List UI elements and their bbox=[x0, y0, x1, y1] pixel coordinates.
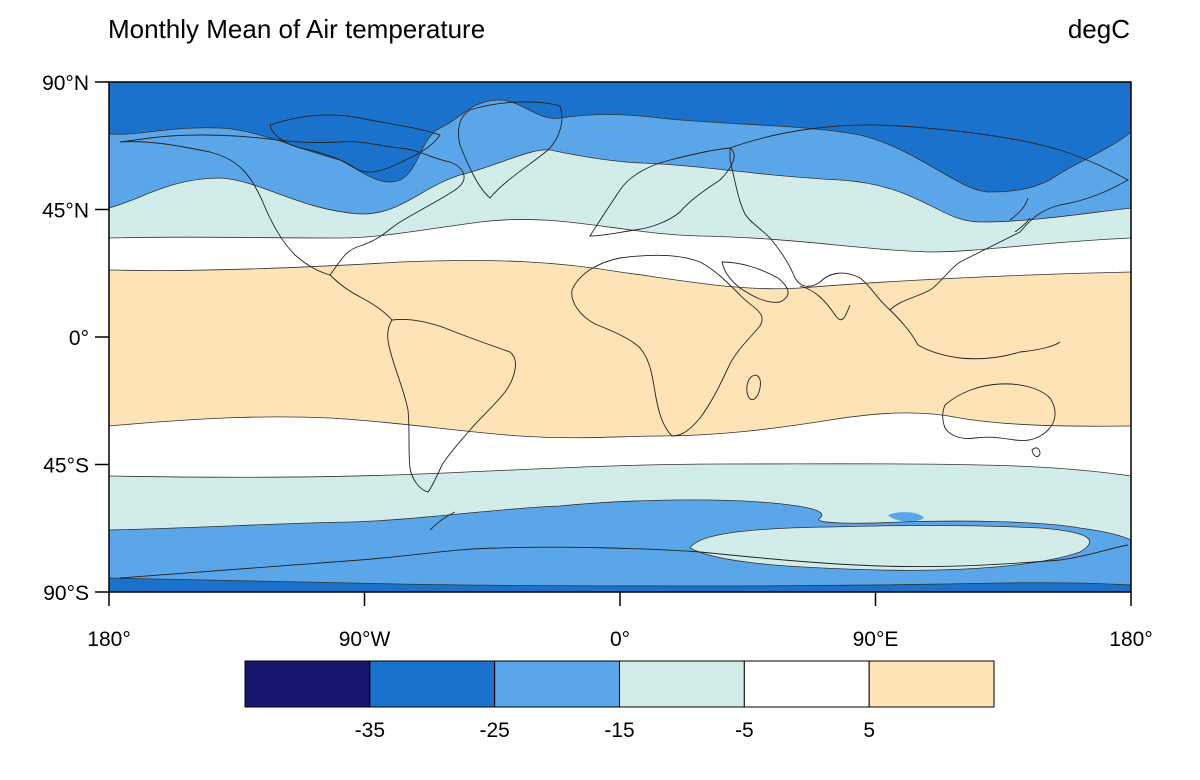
contour-lines bbox=[108, 99, 1132, 587]
coastline-europe bbox=[589, 147, 735, 237]
map-title: Monthly Mean of Air temperature bbox=[108, 14, 486, 44]
colorbar-swatch bbox=[244, 660, 371, 708]
coastline-india bbox=[799, 285, 851, 321]
band-south-darkblue-edge bbox=[109, 578, 1131, 592]
lon-tick-label: 180° bbox=[1109, 628, 1152, 651]
coastline-antarctic-peninsula bbox=[429, 511, 456, 531]
lat-tick-label: 0° bbox=[69, 327, 89, 350]
colorbar-swatch bbox=[743, 660, 870, 708]
contour-bands bbox=[109, 82, 1131, 592]
contour-line bbox=[108, 219, 1132, 253]
coastline-antarctica bbox=[119, 544, 1129, 579]
lat-tick-label: 90°S bbox=[43, 582, 89, 605]
lat-tick-group: 90°N 45°N 0° 45°S 90°S bbox=[42, 72, 109, 605]
colorbar-swatch bbox=[868, 660, 995, 708]
lon-tick-group: 180° 90°W 0° 90°E 180° bbox=[87, 592, 1153, 651]
units-label: degC bbox=[1067, 14, 1130, 44]
coastline-australia bbox=[942, 383, 1056, 441]
coastlines bbox=[119, 101, 1129, 579]
coastline-japan bbox=[1009, 197, 1031, 233]
colorbar-label: -5 bbox=[735, 719, 754, 742]
lon-tick-label: 0° bbox=[610, 628, 630, 651]
coastline-madagascar bbox=[746, 374, 761, 401]
colorbar-label: 5 bbox=[863, 719, 875, 742]
coastline-north-america bbox=[119, 134, 465, 276]
coastline-se-asia bbox=[889, 309, 1061, 360]
contour-line bbox=[108, 499, 1132, 541]
coastline-tasmania bbox=[1031, 447, 1041, 458]
coastline-asia bbox=[729, 124, 1129, 311]
band-antarctic-lightcyan bbox=[690, 525, 1090, 571]
lat-tick-label: 45°S bbox=[43, 455, 89, 478]
colorbar-swatch bbox=[494, 660, 620, 708]
colorbar-label: -15 bbox=[604, 719, 634, 742]
colorbar-swatch bbox=[369, 660, 496, 708]
contour-line bbox=[689, 525, 1091, 571]
coastline-greenland bbox=[458, 101, 563, 199]
lat-tick-label: 45°N bbox=[42, 200, 89, 223]
band-south-small-patch bbox=[888, 512, 924, 522]
contour-line bbox=[108, 99, 1132, 193]
coastline-africa bbox=[571, 254, 763, 437]
lon-tick-label: 90°W bbox=[339, 628, 391, 651]
lat-tick-label: 90°N bbox=[42, 72, 89, 95]
coastline-central-america bbox=[329, 274, 393, 321]
band-north-darkblue bbox=[109, 82, 1131, 192]
lon-tick-label: 180° bbox=[87, 628, 130, 651]
coastline-arctic-islands bbox=[269, 114, 441, 173]
colorbar: -35 -25 -15 -5 5 bbox=[244, 660, 995, 742]
lon-tick-label: 90°E bbox=[853, 628, 899, 651]
contour-line bbox=[108, 149, 1132, 223]
contour-line bbox=[108, 577, 1132, 587]
coastline-arabia bbox=[721, 261, 789, 303]
contour-line bbox=[108, 412, 1132, 439]
colorbar-label: -25 bbox=[479, 719, 509, 742]
colorbar-label: -35 bbox=[355, 719, 385, 742]
contour-line bbox=[108, 463, 1132, 478]
coastline-south-america bbox=[387, 319, 516, 493]
colorbar-swatch bbox=[619, 660, 745, 708]
contour-line bbox=[108, 260, 1132, 290]
